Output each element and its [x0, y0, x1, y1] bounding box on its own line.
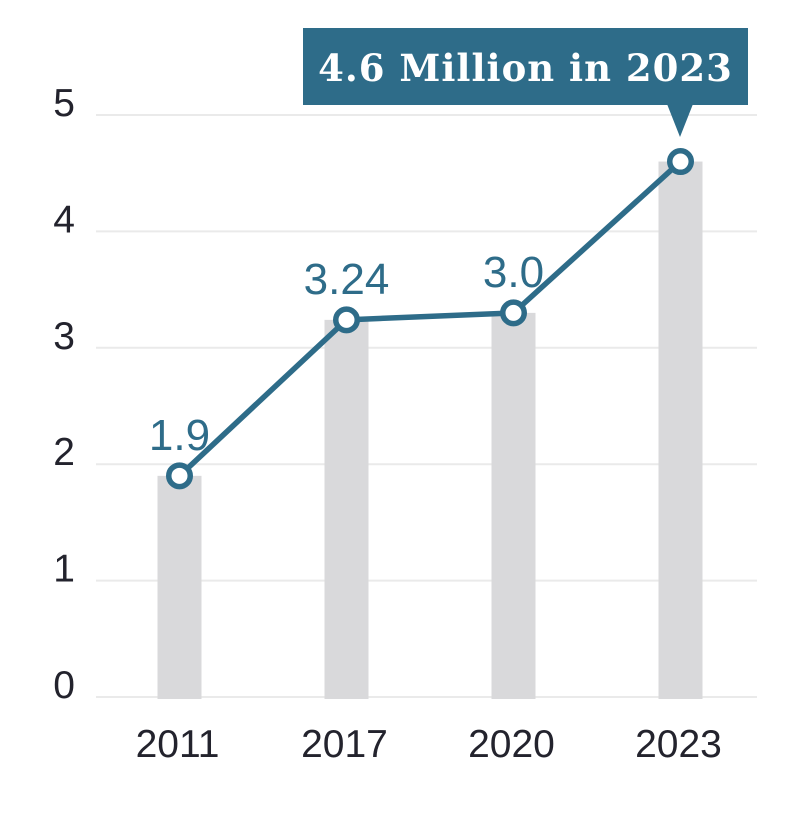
data-points-group	[166, 148, 694, 490]
callout: 4.6 Million in 2023	[303, 28, 748, 137]
bar-2017	[324, 319, 369, 699]
x-tick-label-2020: 2020	[468, 723, 555, 766]
data-point-2011	[166, 462, 193, 490]
x-tick-label-2011: 2011	[136, 723, 220, 766]
bar-2023	[658, 161, 703, 699]
data-point-2017	[333, 306, 360, 334]
y-tick-label: 1	[53, 548, 75, 591]
point-label-2017: 3.24	[304, 255, 390, 304]
y-tick-label: 4	[53, 198, 75, 241]
trend-line	[176, 158, 684, 479]
callout-box	[303, 28, 748, 105]
x-tick-label-2023: 2023	[635, 723, 722, 766]
data-point-2020	[500, 299, 527, 327]
x-tick-label-2017: 2017	[301, 723, 388, 766]
gridlines-group	[96, 114, 757, 698]
point-labels-group: 1.9 3.24 3.0	[149, 248, 544, 460]
callout-text: 4.6 Million in 2023	[318, 46, 733, 90]
y-axis-labels: 0 1 2 3 4 5	[53, 82, 75, 707]
callout-pointer	[667, 104, 693, 137]
bar-2011	[157, 475, 202, 699]
point-label-2020: 3.0	[483, 248, 544, 297]
data-point-2023	[667, 148, 694, 176]
x-axis-labels: 2011 2017 2020 2023	[136, 723, 722, 766]
y-tick-label: 0	[53, 664, 75, 707]
point-label-2011: 1.9	[149, 411, 210, 460]
y-tick-label: 3	[53, 315, 75, 358]
bars-group	[157, 161, 703, 699]
y-tick-label: 5	[53, 82, 75, 125]
bar-2020	[491, 312, 536, 699]
y-tick-label: 2	[53, 431, 75, 474]
